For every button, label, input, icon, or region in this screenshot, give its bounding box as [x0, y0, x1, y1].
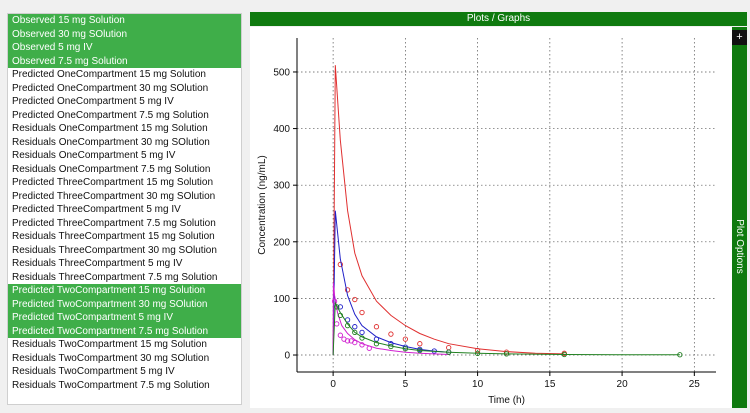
x-tick-label: 15	[544, 379, 556, 390]
x-tick-label: 25	[689, 379, 701, 390]
list-item[interactable]: Observed 15 mg Solution	[8, 14, 241, 28]
observed-point[interactable]	[359, 309, 365, 316]
list-item[interactable]: Predicted OneCompartment 7.5 mg Solution	[12, 109, 209, 121]
observed-point[interactable]	[352, 324, 358, 330]
plus-icon[interactable]: +	[732, 30, 747, 45]
observed-point[interactable]	[337, 261, 343, 268]
observed-point[interactable]	[402, 336, 409, 342]
observed-point[interactable]	[417, 341, 423, 347]
list-item[interactable]: Residuals ThreeCompartment 5 mg IV	[12, 258, 183, 269]
predicted-curve[interactable]	[332, 282, 449, 356]
y-tick-label: 0	[284, 351, 290, 362]
observed-point[interactable]	[359, 329, 365, 336]
x-tick-label: 10	[472, 379, 484, 390]
list-item[interactable]: Residuals TwoCompartment 15 mg Solution	[12, 339, 207, 350]
y-tick-label: 400	[273, 124, 290, 135]
observed-point[interactable]	[388, 343, 394, 350]
observed-point[interactable]	[337, 312, 343, 319]
list-item[interactable]: Predicted ThreeCompartment 30 mg SOlutio…	[12, 190, 216, 202]
list-item[interactable]: Predicted ThreeCompartment 7.5 mg Soluti…	[12, 217, 216, 229]
list-item[interactable]: Predicted ThreeCompartment 15 mg Solutio…	[12, 177, 214, 188]
x-tick-label: 20	[617, 379, 629, 390]
list-item[interactable]: Predicted TwoCompartment 5 mg IV	[8, 311, 241, 325]
list-item[interactable]: Residuals TwoCompartment 5 mg IV	[12, 366, 175, 377]
y-tick-label: 100	[273, 294, 290, 305]
observed-point[interactable]	[677, 352, 683, 358]
plot-panel[interactable]: 0 5 10 15 20 25 0 100 200 300 400 500 Time (h) Concen…	[250, 27, 732, 408]
y-axis-label: Concentration (ng/mL)	[257, 155, 268, 255]
predicted-curve[interactable]	[332, 65, 565, 356]
list-item[interactable]: Residuals TwoCompartment 30 mg SOlution	[12, 352, 210, 364]
list-item[interactable]: Predicted OneCompartment 5 mg IV	[12, 96, 174, 107]
list-item[interactable]: Residuals ThreeCompartment 30 mg SOlutio…	[12, 244, 217, 256]
observed-point[interactable]	[359, 335, 365, 341]
observed-point[interactable]	[373, 341, 380, 347]
observed-point[interactable]	[503, 351, 510, 357]
list-item[interactable]: Predicted OneCompartment 30 mg SOlution	[12, 82, 209, 94]
list-item[interactable]: Residuals ThreeCompartment 7.5 mg Soluti…	[12, 271, 218, 283]
y-tick-label: 300	[273, 181, 290, 192]
list-item[interactable]: Residuals TwoCompartment 7.5 mg Solution	[12, 379, 210, 391]
plots-graphs-header: Plots / Graphs	[250, 12, 747, 26]
observed-point[interactable]	[373, 336, 380, 342]
observed-point[interactable]	[373, 324, 380, 330]
predicted-curve[interactable]	[332, 210, 449, 356]
list-item[interactable]: Residuals OneCompartment 5 mg IV	[12, 150, 176, 161]
list-item[interactable]: Predicted TwoCompartment 7.5 mg Solution	[8, 324, 241, 338]
x-axis-label: Time (h)	[488, 395, 525, 406]
observed-point[interactable]	[561, 351, 567, 358]
observed-point[interactable]	[352, 296, 358, 303]
observed-point[interactable]	[474, 350, 481, 356]
x-tick-label: 0	[330, 379, 336, 390]
plot-options-panel[interactable]: + Plot Options	[732, 27, 747, 408]
list-item[interactable]: Residuals ThreeCompartment 15 mg Solutio…	[12, 231, 215, 242]
list-item[interactable]: Predicted OneCompartment 15 mg Solution	[12, 69, 206, 80]
observed-point[interactable]	[344, 338, 351, 344]
plot-options-tab[interactable]: Plot Options	[734, 219, 745, 274]
observed-point[interactable]	[337, 304, 343, 310]
observed-point[interactable]	[474, 347, 481, 354]
observed-point[interactable]	[388, 331, 394, 337]
list-item[interactable]: Residuals OneCompartment 7.5 mg Solution	[12, 163, 211, 175]
list-item[interactable]: Residuals OneCompartment 15 mg Solution	[12, 123, 208, 134]
observed-point[interactable]	[417, 347, 423, 354]
list-item[interactable]: Predicted TwoCompartment 15 mg Solution	[8, 284, 241, 298]
observed-point[interactable]	[344, 287, 351, 293]
observed-point[interactable]	[446, 345, 452, 351]
observed-point[interactable]	[334, 304, 340, 310]
observed-point[interactable]	[334, 321, 340, 327]
observed-point[interactable]	[337, 332, 343, 338]
list-item[interactable]: Predicted ThreeCompartment 5 mg IV	[12, 204, 181, 215]
y-tick-label: 200	[273, 237, 290, 248]
observed-point[interactable]	[344, 322, 351, 329]
observed-point[interactable]	[402, 346, 409, 352]
list-item[interactable]: Observed 5 mg IV	[8, 41, 241, 55]
concentration-time-chart[interactable]: 0 5 10 15 20 25 0 100 200 300 400 500 Time (h) Concen…	[250, 27, 732, 408]
observed-point[interactable]	[366, 345, 372, 351]
list-item[interactable]: Predicted TwoCompartment 30 mg SOlution	[8, 297, 241, 311]
series-list[interactable]: Observed 15 mg Solution Observed 30 mg SO…	[7, 13, 242, 405]
x-tick-label: 5	[403, 379, 409, 390]
list-item[interactable]: Observed 7.5 mg Solution	[8, 54, 241, 68]
observed-point[interactable]	[352, 329, 358, 336]
list-item[interactable]: Observed 30 mg SOlution	[8, 27, 241, 41]
predicted-curve[interactable]	[332, 300, 680, 356]
observed-point[interactable]	[446, 349, 452, 355]
observed-point[interactable]	[359, 342, 365, 348]
y-tick-label: 500	[273, 67, 290, 78]
observed-point[interactable]	[331, 298, 338, 304]
observed-point[interactable]	[352, 339, 358, 346]
list-item[interactable]: Residuals OneCompartment 30 mg SOlution	[12, 136, 210, 148]
